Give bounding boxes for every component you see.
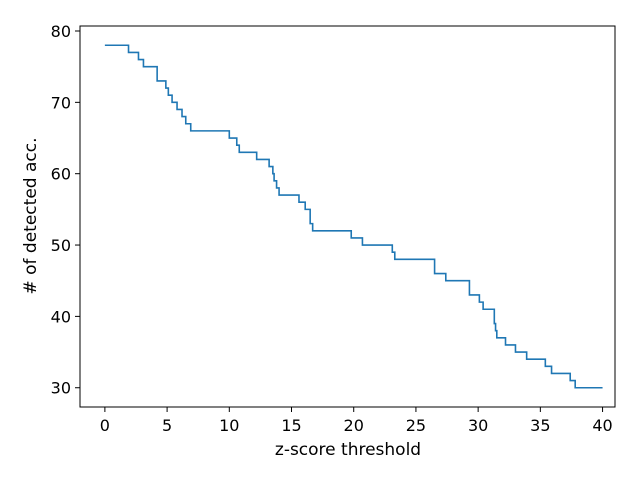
plot-area: [79, 25, 616, 408]
y-tick-label: 30: [51, 379, 71, 398]
x-tick-label: 15: [281, 416, 301, 435]
y-tick-label: 40: [51, 307, 71, 326]
x-axis: 0 5 10 15 20 25 30 35 40: [100, 407, 613, 435]
x-axis-label: z-score threshold: [275, 440, 421, 460]
x-tick-label: 20: [344, 416, 364, 435]
x-tick-label: 35: [530, 416, 550, 435]
series-line: [104, 44, 603, 389]
x-tick-label: 40: [592, 416, 612, 435]
y-tick-label: 60: [51, 165, 71, 184]
axes-frame: [79, 25, 616, 408]
y-tick-label: 50: [51, 236, 71, 255]
x-tick-label: 0: [100, 416, 110, 435]
y-axis-label: # of detected acc.: [21, 138, 41, 295]
y-tick-label: 70: [51, 93, 71, 112]
y-axis: 30 40 50 60 70 80: [51, 22, 80, 398]
x-tick-label: 25: [406, 416, 426, 435]
x-tick-label: 5: [162, 416, 172, 435]
x-tick-label: 30: [468, 416, 488, 435]
y-tick-label: 80: [51, 22, 71, 41]
x-tick-label: 10: [219, 416, 239, 435]
